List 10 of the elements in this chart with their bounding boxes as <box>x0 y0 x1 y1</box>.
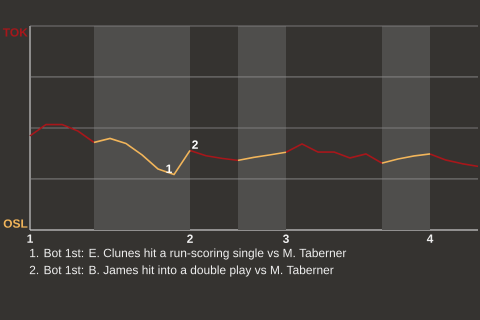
text: 2. Bot 1st: B. James hit into a double play vs M. Taberner <box>30 265 334 277</box>
text: TOK <box>2 28 28 37</box>
text: 1. Bot 1st: E. Clunes hit a run-scoring single vs M. Taberner <box>30 248 346 260</box>
x-tick-label: 1 <box>27 234 33 243</box>
annotation: 1 <box>166 164 172 173</box>
x-tick-label: 4 <box>426 234 434 243</box>
x-tick-label: 2 <box>187 234 193 243</box>
text: OSL <box>4 219 28 228</box>
annotation: 2 <box>192 140 198 149</box>
x-tick-label: 3 <box>282 234 289 244</box>
